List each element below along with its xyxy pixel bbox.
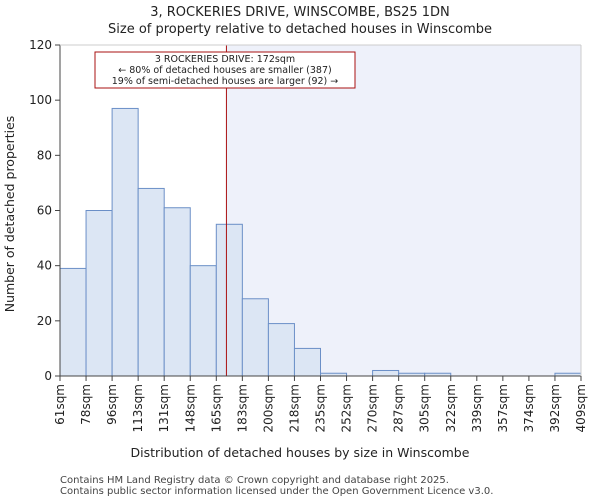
above-marker-shade [226, 45, 582, 376]
x-tick-label: 148sqm [183, 384, 197, 432]
x-tick-label: 218sqm [287, 384, 301, 432]
bar-96sqm [111, 107, 139, 377]
bar-78sqm [85, 210, 113, 377]
y-tick-label: 100 [29, 93, 52, 107]
annotation-line-3: 19% of semi-detached houses are larger (… [112, 76, 339, 87]
x-tick-label: 96sqm [105, 384, 119, 425]
x-tick-label: 78sqm [79, 384, 93, 425]
annotation-line-1: 3 ROCKERIES DRIVE: 172sqm [155, 54, 295, 65]
x-axis-title: Distribution of detached houses by size … [131, 445, 470, 460]
bars-group [59, 107, 582, 377]
bar-131sqm [163, 207, 191, 377]
x-tick-label: 113sqm [131, 384, 145, 432]
y-tick-label: 20 [37, 314, 52, 328]
x-tick-label: 131sqm [157, 384, 171, 432]
x-tick-label: 374sqm [522, 384, 536, 432]
y-tick-label: 80 [37, 148, 52, 162]
x-tick-label: 200sqm [261, 384, 275, 432]
x-tick-label: 165sqm [209, 384, 223, 432]
x-tick-label: 305sqm [418, 384, 432, 432]
y-tick-label: 120 [29, 38, 52, 52]
annotation-box: 3 ROCKERIES DRIVE: 172sqm ← 80% of detac… [94, 51, 356, 89]
x-tick-label: 252sqm [340, 384, 354, 432]
annotation-border [94, 51, 356, 89]
x-tick-label: 61sqm [53, 384, 67, 425]
y-axis-title: Number of detached properties [2, 116, 17, 313]
bar-165sqm [215, 223, 243, 377]
chart-subtitle: Size of property relative to detached ho… [108, 22, 492, 37]
y-ticks-group: 0 20 40 60 80 100 120 [29, 38, 60, 383]
bar-200sqm [267, 323, 295, 377]
annotation-line-2: ← 80% of detached houses are smaller (38… [118, 65, 331, 76]
x-ticks-group: 61sqm 78sqm 96sqm 113sqm 131sqm 148sqm 165sqm 1… [53, 376, 588, 432]
x-tick-label: 339sqm [470, 384, 484, 432]
bar-218sqm [293, 347, 322, 377]
x-tick-label: 287sqm [392, 384, 406, 432]
bar-113sqm [137, 187, 165, 377]
footer-line-2: Contains public sector information licen… [60, 486, 493, 497]
x-tick-label: 357sqm [496, 384, 510, 432]
bar-183sqm [241, 298, 269, 377]
bar-61sqm [59, 267, 87, 377]
x-tick-label: 235sqm [314, 384, 328, 432]
footer-line-1: Contains HM Land Registry data © Crown c… [60, 475, 449, 486]
chart-title: 3, ROCKERIES DRIVE, WINSCOMBE, BS25 1DN [150, 5, 450, 20]
bar-148sqm [189, 265, 217, 377]
bar-270sqm [372, 369, 400, 377]
y-tick-label: 0 [44, 369, 52, 383]
x-tick-label: 409sqm [574, 384, 588, 432]
x-tick-label: 322sqm [444, 384, 458, 432]
x-tick-label: 392sqm [548, 384, 562, 432]
y-tick-label: 60 [37, 204, 52, 218]
y-tick-label: 40 [37, 259, 52, 273]
x-tick-label: 270sqm [366, 384, 380, 432]
x-tick-label: 183sqm [235, 384, 249, 432]
